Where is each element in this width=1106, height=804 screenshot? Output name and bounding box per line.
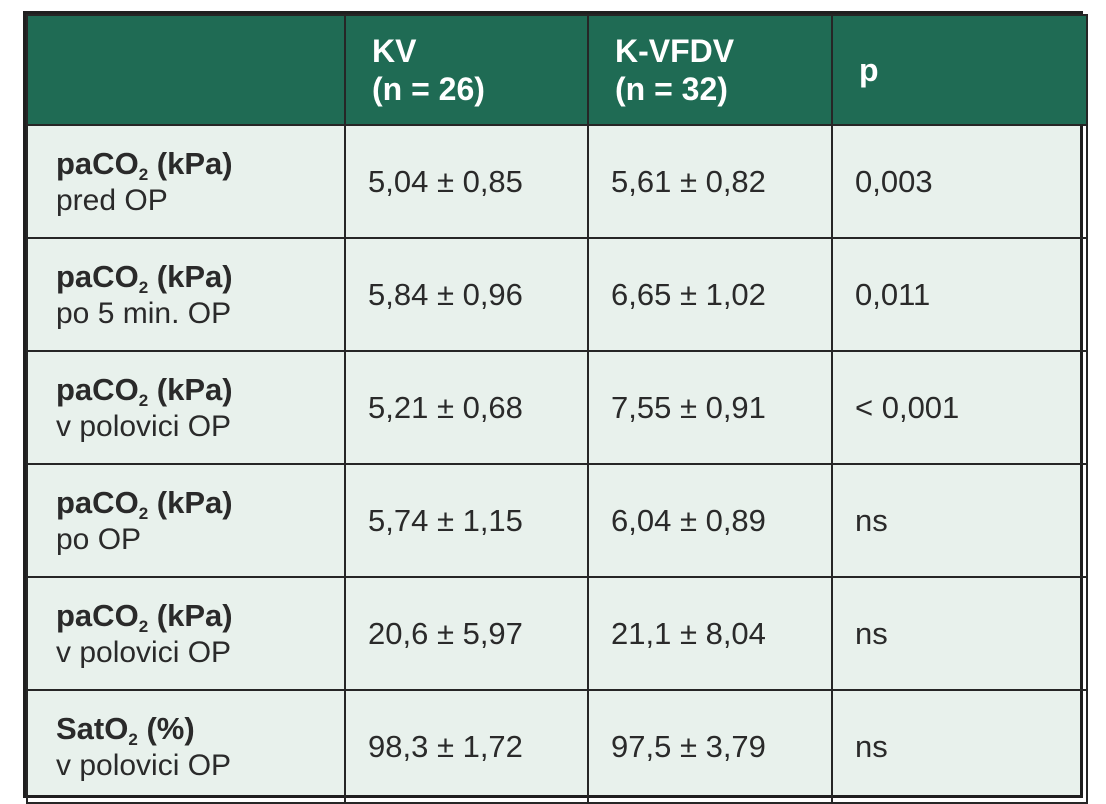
kv-value-text: 98,3 ± 1,72 [368, 729, 523, 764]
p-value-text: ns [855, 503, 888, 538]
p-value-text: ns [855, 729, 888, 764]
header-kvfdv-n: (n = 32) [615, 71, 728, 107]
label-subscript: 2 [128, 729, 138, 749]
row-label: paCO2 (kPa) [56, 258, 344, 297]
p-value: < 0,001 [831, 350, 1088, 465]
kv-value: 98,3 ± 1,72 [344, 689, 589, 804]
kvfdv-value: 97,5 ± 3,79 [587, 689, 833, 804]
kvfdv-value-text: 97,5 ± 3,79 [611, 729, 766, 764]
data-table-container: KV (n = 26) K-VFDV (n = 32) p paCO2 (kPa… [23, 11, 1088, 804]
results-table: KV (n = 26) K-VFDV (n = 32) p paCO2 (kPa… [26, 14, 1088, 804]
kvfdv-value: 6,65 ± 1,02 [587, 237, 833, 352]
row-label-cell: SatO2 (%) v polovici OP [26, 689, 346, 804]
header-kv-title: KV [372, 33, 417, 69]
kvfdv-value: 5,61 ± 0,82 [587, 124, 833, 239]
label-subscript: 2 [138, 390, 149, 410]
header-p-text: p [859, 52, 879, 88]
row-label: paCO2 (kPa) [56, 484, 344, 523]
p-value: 0,011 [831, 237, 1088, 352]
label-unit: (kPa) [148, 484, 233, 520]
table-body: paCO2 (kPa) pred OP 5,04 ± 0,85 5,61 ± 0… [26, 124, 1088, 804]
kv-value-text: 5,84 ± 0,96 [368, 277, 523, 312]
row-label-cell: paCO2 (kPa) po 5 min. OP [26, 237, 346, 352]
row-sublabel: v polovici OP [56, 748, 232, 782]
row-sublabel: v polovici OP [56, 635, 232, 669]
label-subscript: 2 [138, 164, 149, 184]
header-kvfdv-title: K-VFDV [615, 33, 735, 69]
kv-value-text: 5,21 ± 0,68 [368, 390, 523, 425]
label-unit: (kPa) [148, 145, 233, 181]
row-sublabel: po OP [56, 522, 142, 556]
label-base: paCO [56, 597, 139, 633]
label-base: paCO [56, 145, 139, 181]
kv-value: 5,04 ± 0,85 [344, 124, 589, 239]
table-row: paCO2 (kPa) pred OP 5,04 ± 0,85 5,61 ± 0… [26, 124, 1088, 239]
kv-value: 5,84 ± 0,96 [344, 237, 589, 352]
kv-value-text: 20,6 ± 5,97 [368, 616, 523, 651]
label-base: paCO [56, 258, 139, 294]
row-label: paCO2 (kPa) [56, 597, 344, 636]
kv-value: 5,21 ± 0,68 [344, 350, 589, 465]
table-row: paCO2 (kPa) po OP 5,74 ± 1,15 6,04 ± 0,8… [26, 463, 1088, 578]
kvfdv-value-text: 21,1 ± 8,04 [611, 616, 766, 651]
row-label: SatO2 (%) [56, 710, 344, 749]
header-kv-n: (n = 26) [372, 71, 485, 107]
row-label: paCO2 (kPa) [56, 371, 344, 410]
kvfdv-value-text: 7,55 ± 0,91 [611, 390, 766, 425]
row-label-cell: paCO2 (kPa) v polovici OP [26, 576, 346, 691]
row-label-cell: paCO2 (kPa) po OP [26, 463, 346, 578]
table-row: paCO2 (kPa) v polovici OP 5,21 ± 0,68 7,… [26, 350, 1088, 465]
table-row: paCO2 (kPa) po 5 min. OP 5,84 ± 0,96 6,6… [26, 237, 1088, 352]
kv-value-text: 5,04 ± 0,85 [368, 164, 523, 199]
label-base: paCO [56, 484, 139, 520]
p-value: ns [831, 463, 1088, 578]
p-value-text: ns [855, 616, 888, 651]
label-subscript: 2 [138, 616, 149, 636]
kvfdv-value: 21,1 ± 8,04 [587, 576, 833, 691]
kv-value: 5,74 ± 1,15 [344, 463, 589, 578]
label-base: paCO [56, 371, 139, 407]
label-base: SatO [56, 710, 129, 746]
p-value-text: 0,011 [855, 277, 931, 312]
kvfdv-value-text: 5,61 ± 0,82 [611, 164, 766, 199]
label-unit: (%) [137, 710, 195, 746]
kvfdv-value: 6,04 ± 0,89 [587, 463, 833, 578]
label-unit: (kPa) [148, 597, 233, 633]
header-empty-cell [26, 14, 346, 126]
row-label-cell: paCO2 (kPa) v polovici OP [26, 350, 346, 465]
kvfdv-value-text: 6,04 ± 0,89 [611, 503, 766, 538]
kvfdv-value: 7,55 ± 0,91 [587, 350, 833, 465]
kv-value: 20,6 ± 5,97 [344, 576, 589, 691]
p-value: 0,003 [831, 124, 1088, 239]
label-unit: (kPa) [148, 258, 233, 294]
kvfdv-value-text: 6,65 ± 1,02 [611, 277, 766, 312]
kv-value-text: 5,74 ± 1,15 [368, 503, 523, 538]
label-unit: (kPa) [148, 371, 233, 407]
p-value-text: < 0,001 [855, 390, 960, 425]
header-kvfdv: K-VFDV (n = 32) [587, 14, 833, 126]
header-row: KV (n = 26) K-VFDV (n = 32) p [26, 14, 1088, 126]
p-value: ns [831, 576, 1088, 691]
label-subscript: 2 [138, 503, 149, 523]
p-value: ns [831, 689, 1088, 804]
row-label-cell: paCO2 (kPa) pred OP [26, 124, 346, 239]
row-label: paCO2 (kPa) [56, 145, 344, 184]
table-row: SatO2 (%) v polovici OP 98,3 ± 1,72 97,5… [26, 689, 1088, 804]
p-value-text: 0,003 [855, 164, 933, 199]
table-header: KV (n = 26) K-VFDV (n = 32) p [26, 14, 1088, 126]
header-p: p [831, 14, 1088, 126]
row-sublabel: po 5 min. OP [56, 296, 232, 330]
header-kv: KV (n = 26) [344, 14, 589, 126]
row-sublabel: pred OP [56, 183, 168, 217]
table-row: paCO2 (kPa) v polovici OP 20,6 ± 5,97 21… [26, 576, 1088, 691]
label-subscript: 2 [138, 277, 149, 297]
row-sublabel: v polovici OP [56, 409, 232, 443]
